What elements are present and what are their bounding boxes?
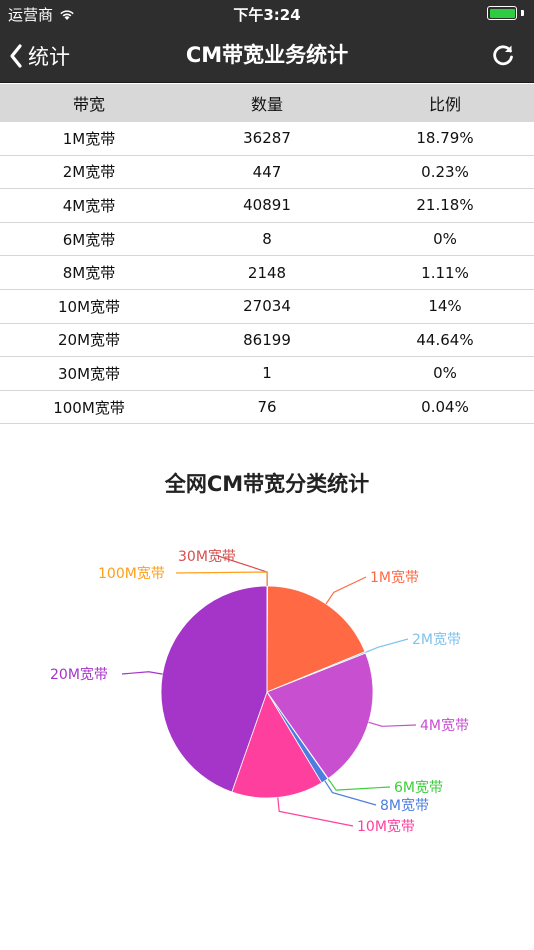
slice-label: 20M宽带 <box>50 666 108 683</box>
battery-icon <box>487 6 517 20</box>
cell-ratio: 0% <box>433 364 457 383</box>
table-row: 10M宽带 27034 14% <box>0 290 534 324</box>
status-bar: 运营商 下午3:24 <box>0 0 534 28</box>
table-row: 1M宽带 36287 18.79% <box>0 122 534 156</box>
refresh-icon[interactable] <box>490 42 516 68</box>
cell-ratio: 1.11% <box>421 263 469 282</box>
header-ratio: 比例 <box>428 95 461 114</box>
table-row: 6M宽带 8 0% <box>0 223 534 257</box>
slice-label: 6M宽带 <box>394 779 443 796</box>
stats-table: 1M宽带 36287 18.79% 2M宽带 447 0.23% 4M宽带 40… <box>0 122 534 425</box>
carrier-label: 运营商 <box>8 6 54 24</box>
cell-bandwidth: 100M宽带 <box>53 398 125 417</box>
slice-label: 30M宽带 <box>178 548 236 565</box>
cell-count: 86199 <box>243 330 291 349</box>
cell-bandwidth: 6M宽带 <box>62 230 116 249</box>
leader-line <box>325 576 367 605</box>
header-count: 数量 <box>250 95 283 114</box>
table-row: 8M宽带 2148 1.11% <box>0 256 534 290</box>
cell-bandwidth: 2M宽带 <box>62 163 116 182</box>
slice-label: 100M宽带 <box>98 565 165 582</box>
cell-count: 2148 <box>247 263 287 282</box>
cell-count: 40891 <box>243 196 291 215</box>
chevron-left-icon <box>10 43 22 68</box>
cell-ratio: 18.79% <box>416 129 474 148</box>
cell-bandwidth: 20M宽带 <box>57 331 121 350</box>
cell-ratio: 14% <box>428 297 462 316</box>
table-row: 2M宽带 447 0.23% <box>0 156 534 190</box>
status-time: 下午3:24 <box>233 6 301 24</box>
cell-ratio: 0.23% <box>421 162 469 181</box>
pie-slice <box>160 585 268 793</box>
cell-count: 1 <box>262 364 272 383</box>
pie-slice <box>231 691 323 799</box>
leader-line <box>368 721 417 727</box>
header-bandwidth: 带宽 <box>72 95 105 114</box>
pie-slice <box>266 652 374 780</box>
cell-bandwidth: 8M宽带 <box>62 264 116 283</box>
pie-slice <box>266 585 366 693</box>
slice-label: 2M宽带 <box>412 631 461 648</box>
chart-title: 全网CM带宽分类统计 <box>164 472 370 496</box>
slice-label: 8M宽带 <box>380 797 429 814</box>
slice-label: 10M宽带 <box>357 818 415 835</box>
table-row: 20M宽带 86199 44.64% <box>0 324 534 358</box>
cell-count: 36287 <box>243 129 291 148</box>
cell-bandwidth: 1M宽带 <box>62 129 116 148</box>
wifi-icon <box>60 9 74 20</box>
cell-count: 8 <box>262 230 272 249</box>
cell-bandwidth: 10M宽带 <box>57 297 121 316</box>
cell-count: 76 <box>257 398 277 417</box>
cell-ratio: 0.04% <box>421 398 469 417</box>
cell-ratio: 44.64% <box>416 330 474 349</box>
leader-line <box>277 797 354 827</box>
slice-label: 1M宽带 <box>370 569 419 586</box>
cell-ratio: 0% <box>433 230 457 249</box>
table-row: 30M宽带 1 0% <box>0 357 534 391</box>
cell-ratio: 21.18% <box>416 196 474 215</box>
slice-label: 4M宽带 <box>420 717 469 734</box>
pie-slice <box>266 585 268 693</box>
back-button[interactable]: 统计 <box>8 28 70 83</box>
cell-count: 27034 <box>243 297 291 316</box>
leader-line <box>324 780 377 806</box>
table-header: 带宽 数量 比例 <box>0 84 534 122</box>
back-label: 统计 <box>28 44 70 69</box>
leader-line <box>327 778 391 791</box>
leader-line <box>121 671 163 675</box>
navigation-bar: 统计 CM带宽业务统计 <box>0 28 534 83</box>
cell-count: 447 <box>252 162 282 181</box>
cell-bandwidth: 30M宽带 <box>57 364 121 383</box>
table-row: 4M宽带 40891 21.18% <box>0 189 534 223</box>
cell-bandwidth: 4M宽带 <box>62 196 116 215</box>
table-row: 100M宽带 76 0.04% <box>0 391 534 425</box>
leader-line <box>175 571 268 587</box>
leader-line <box>365 638 409 653</box>
page-title: CM带宽业务统计 <box>185 43 349 67</box>
